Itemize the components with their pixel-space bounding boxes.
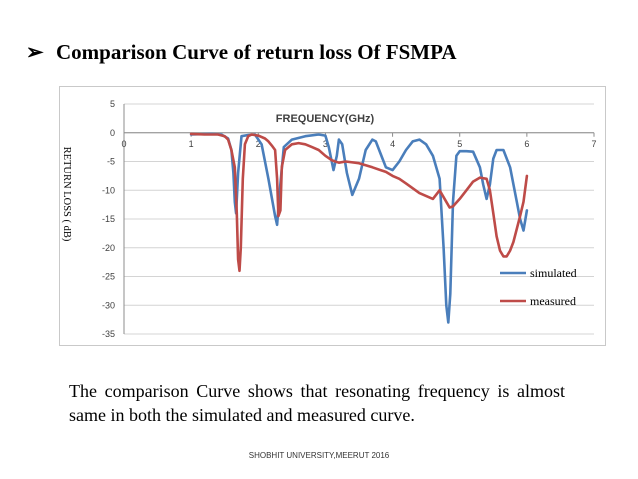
y-tick-label: -15	[102, 214, 115, 224]
chart-title: FREQUENCY(GHz)	[276, 113, 375, 125]
x-tick-label: 3	[323, 139, 328, 149]
x-tick-label: 7	[591, 139, 596, 149]
x-tick-label: 4	[390, 139, 395, 149]
slide-title: ➢ Comparison Curve of return loss Of FSMP…	[26, 40, 457, 65]
return-loss-chart: 5 0 -5 -10 -15 -20 -25 -30 -35 0 1 2 3 4 5 6 7 FREQUENCY(…	[61, 99, 597, 339]
y-tick-label: -30	[102, 300, 115, 310]
x-tick-label: 5	[457, 139, 462, 149]
y-tick-label: -35	[102, 329, 115, 339]
chart-container: 5 0 -5 -10 -15 -20 -25 -30 -35 0 1 2 3 4 5 6 7 FREQUENCY(…	[59, 86, 606, 346]
x-tick-label: 6	[524, 139, 529, 149]
footer-text: SHOBHIT UNIVERSITY,MEERUT 2016	[248, 451, 390, 460]
x-tick-label: 1	[189, 139, 194, 149]
x-tick-label: 0	[121, 139, 126, 149]
y-tick-label: -20	[102, 243, 115, 253]
legend-label-measured: measured	[530, 294, 576, 308]
legend-label-simulated: simulated	[530, 266, 577, 280]
slide-title-text: Comparison Curve of return loss Of FSMPA	[56, 40, 457, 64]
series-line-measured	[189, 132, 529, 273]
x-tick-label: 2	[256, 139, 261, 149]
y-tick-label: 5	[110, 99, 115, 109]
y-axis-label: RETURN LOSS ( dB)	[61, 147, 72, 242]
caption-text: The comparison Curve shows that resonati…	[69, 381, 565, 425]
y-tick-label: -10	[102, 185, 115, 195]
arrow-bullet-icon: ➢	[26, 40, 44, 64]
y-tick-label: -25	[102, 272, 115, 282]
y-tick-label: 0	[110, 128, 115, 138]
y-tick-label: -5	[107, 157, 115, 167]
